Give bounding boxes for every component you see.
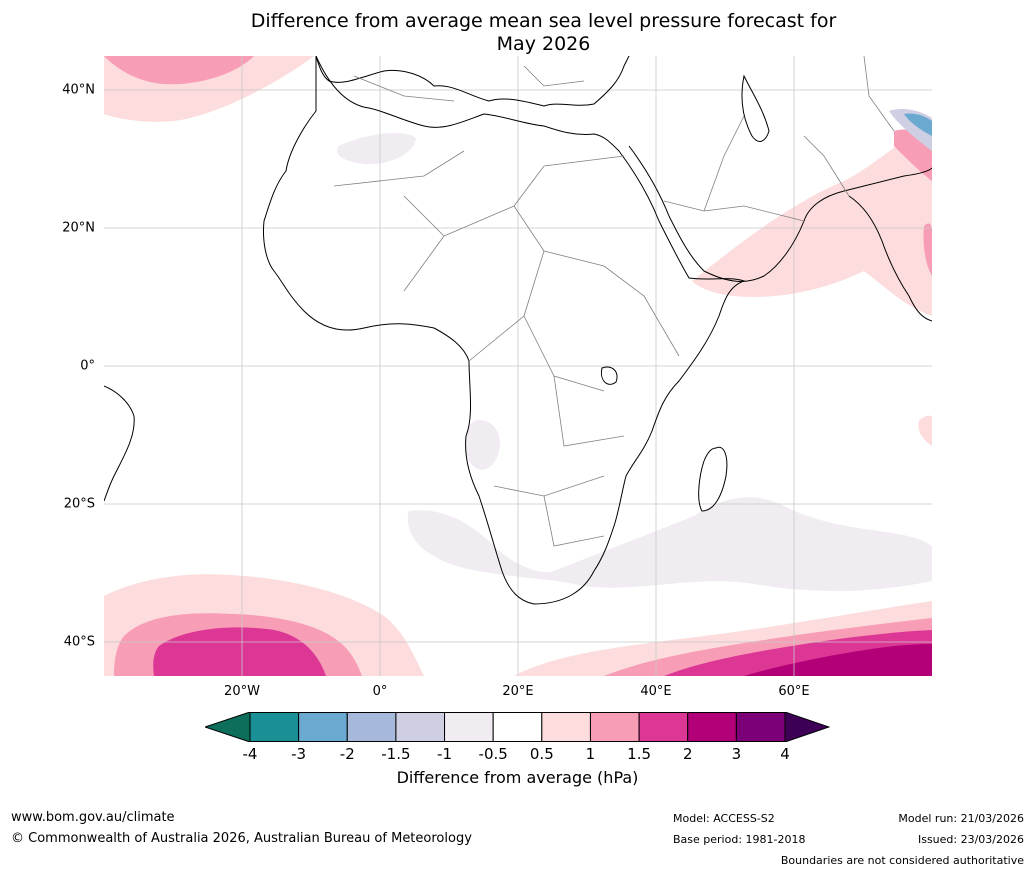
coastlines — [104, 56, 932, 605]
caspian-coast — [741, 74, 770, 142]
colorbar-tick-label: -1.5 — [381, 745, 411, 763]
colorbar-cell — [687, 712, 737, 742]
lake-victoria — [600, 366, 618, 385]
colorbar-cell — [638, 712, 689, 742]
gridlines — [104, 56, 932, 676]
colorbar-cell — [444, 712, 494, 742]
colorbar-cell — [395, 712, 446, 742]
colorbar-tick-label: -2 — [339, 745, 355, 763]
chart-title: Difference from average mean sea level p… — [0, 10, 1035, 56]
footer-copyright: © Commonwealth of Australia 2026, Austra… — [11, 831, 472, 846]
india-coast — [848, 195, 932, 322]
anomaly-sahara — [336, 132, 416, 165]
footer-disclaimer: Boundaries are not considered authoritat… — [780, 854, 1024, 867]
anomaly-himalaya-core — [904, 113, 932, 136]
footer-issued: Issued: 23/03/2026 — [917, 833, 1024, 846]
forecast-map[interactable] — [104, 56, 932, 676]
lon-label-20e: 20°E — [502, 684, 534, 699]
colorbar-over-arrow — [784, 712, 830, 742]
colorbar-tick-label: 1 — [585, 745, 596, 763]
colorbar-cell — [589, 712, 640, 742]
footer-model: Model: ACCESS-S2 — [673, 812, 775, 825]
colorbar-tick-label: 2 — [682, 745, 693, 763]
anomaly-namibia — [464, 420, 500, 470]
colorbar-cells — [249, 712, 786, 742]
colorbar-cell — [346, 712, 397, 742]
anomaly-sw-strong — [153, 627, 326, 676]
colorbar-cell — [541, 712, 591, 742]
lat-label-40n: 40°N — [62, 82, 95, 98]
footer-base-period: Base period: 1981-2018 — [673, 833, 806, 846]
title-line-1: Difference from average mean sea level p… — [250, 10, 837, 32]
south-america-coast — [104, 385, 135, 502]
colorbar-label: Difference from average (hPa) — [396, 768, 639, 787]
colorbar-tick-label: -1 — [437, 745, 453, 763]
colorbar — [205, 712, 830, 742]
anomaly-south-band — [407, 497, 932, 592]
title-line-2: May 2026 — [496, 33, 591, 55]
colorbar-tick-label: 3 — [731, 745, 742, 763]
lat-label-20n: 20°N — [62, 220, 95, 236]
anomaly-india-east — [923, 223, 932, 276]
colorbar-cell — [249, 712, 300, 742]
colorbar-cell — [492, 712, 543, 742]
footer-model-run: Model run: 21/03/2026 — [898, 812, 1024, 825]
lon-label-20w: 20°W — [224, 684, 260, 699]
colorbar-tick-label: 0.5 — [529, 745, 554, 763]
footer-url[interactable]: www.bom.gov.au/climate — [11, 810, 175, 825]
colorbar-tick-label: 4 — [780, 745, 790, 763]
anomaly-arabia-light — [692, 126, 932, 316]
anomaly-se-edge — [918, 415, 932, 446]
lon-label-60e: 60°E — [778, 684, 810, 699]
colorbar-tick-label: 1.5 — [627, 745, 652, 763]
arabia-coast — [628, 145, 932, 282]
europe-coast — [315, 56, 630, 107]
africa-coast — [263, 56, 746, 605]
colorbar-under-arrow — [205, 712, 251, 742]
anomaly-nw-mid — [104, 56, 254, 85]
lon-label-40e: 40°E — [640, 684, 672, 699]
lon-label-0: 0° — [372, 684, 388, 699]
madagascar-coast — [698, 446, 728, 512]
map-svg — [104, 56, 932, 676]
colorbar-tick-label: -4 — [242, 745, 258, 763]
lat-label-0: 0° — [80, 358, 95, 374]
colorbar-cell — [735, 712, 786, 742]
colorbar-tick-label: -3 — [291, 745, 307, 763]
colorbar-frame — [249, 712, 786, 742]
colorbar-tick-label: -0.5 — [478, 745, 508, 763]
borders — [333, 56, 895, 547]
colorbar-cell — [298, 712, 348, 742]
anomaly-se-darker — [744, 644, 932, 676]
lat-label-20s: 20°S — [63, 496, 95, 512]
lat-label-40s: 40°S — [63, 634, 95, 650]
